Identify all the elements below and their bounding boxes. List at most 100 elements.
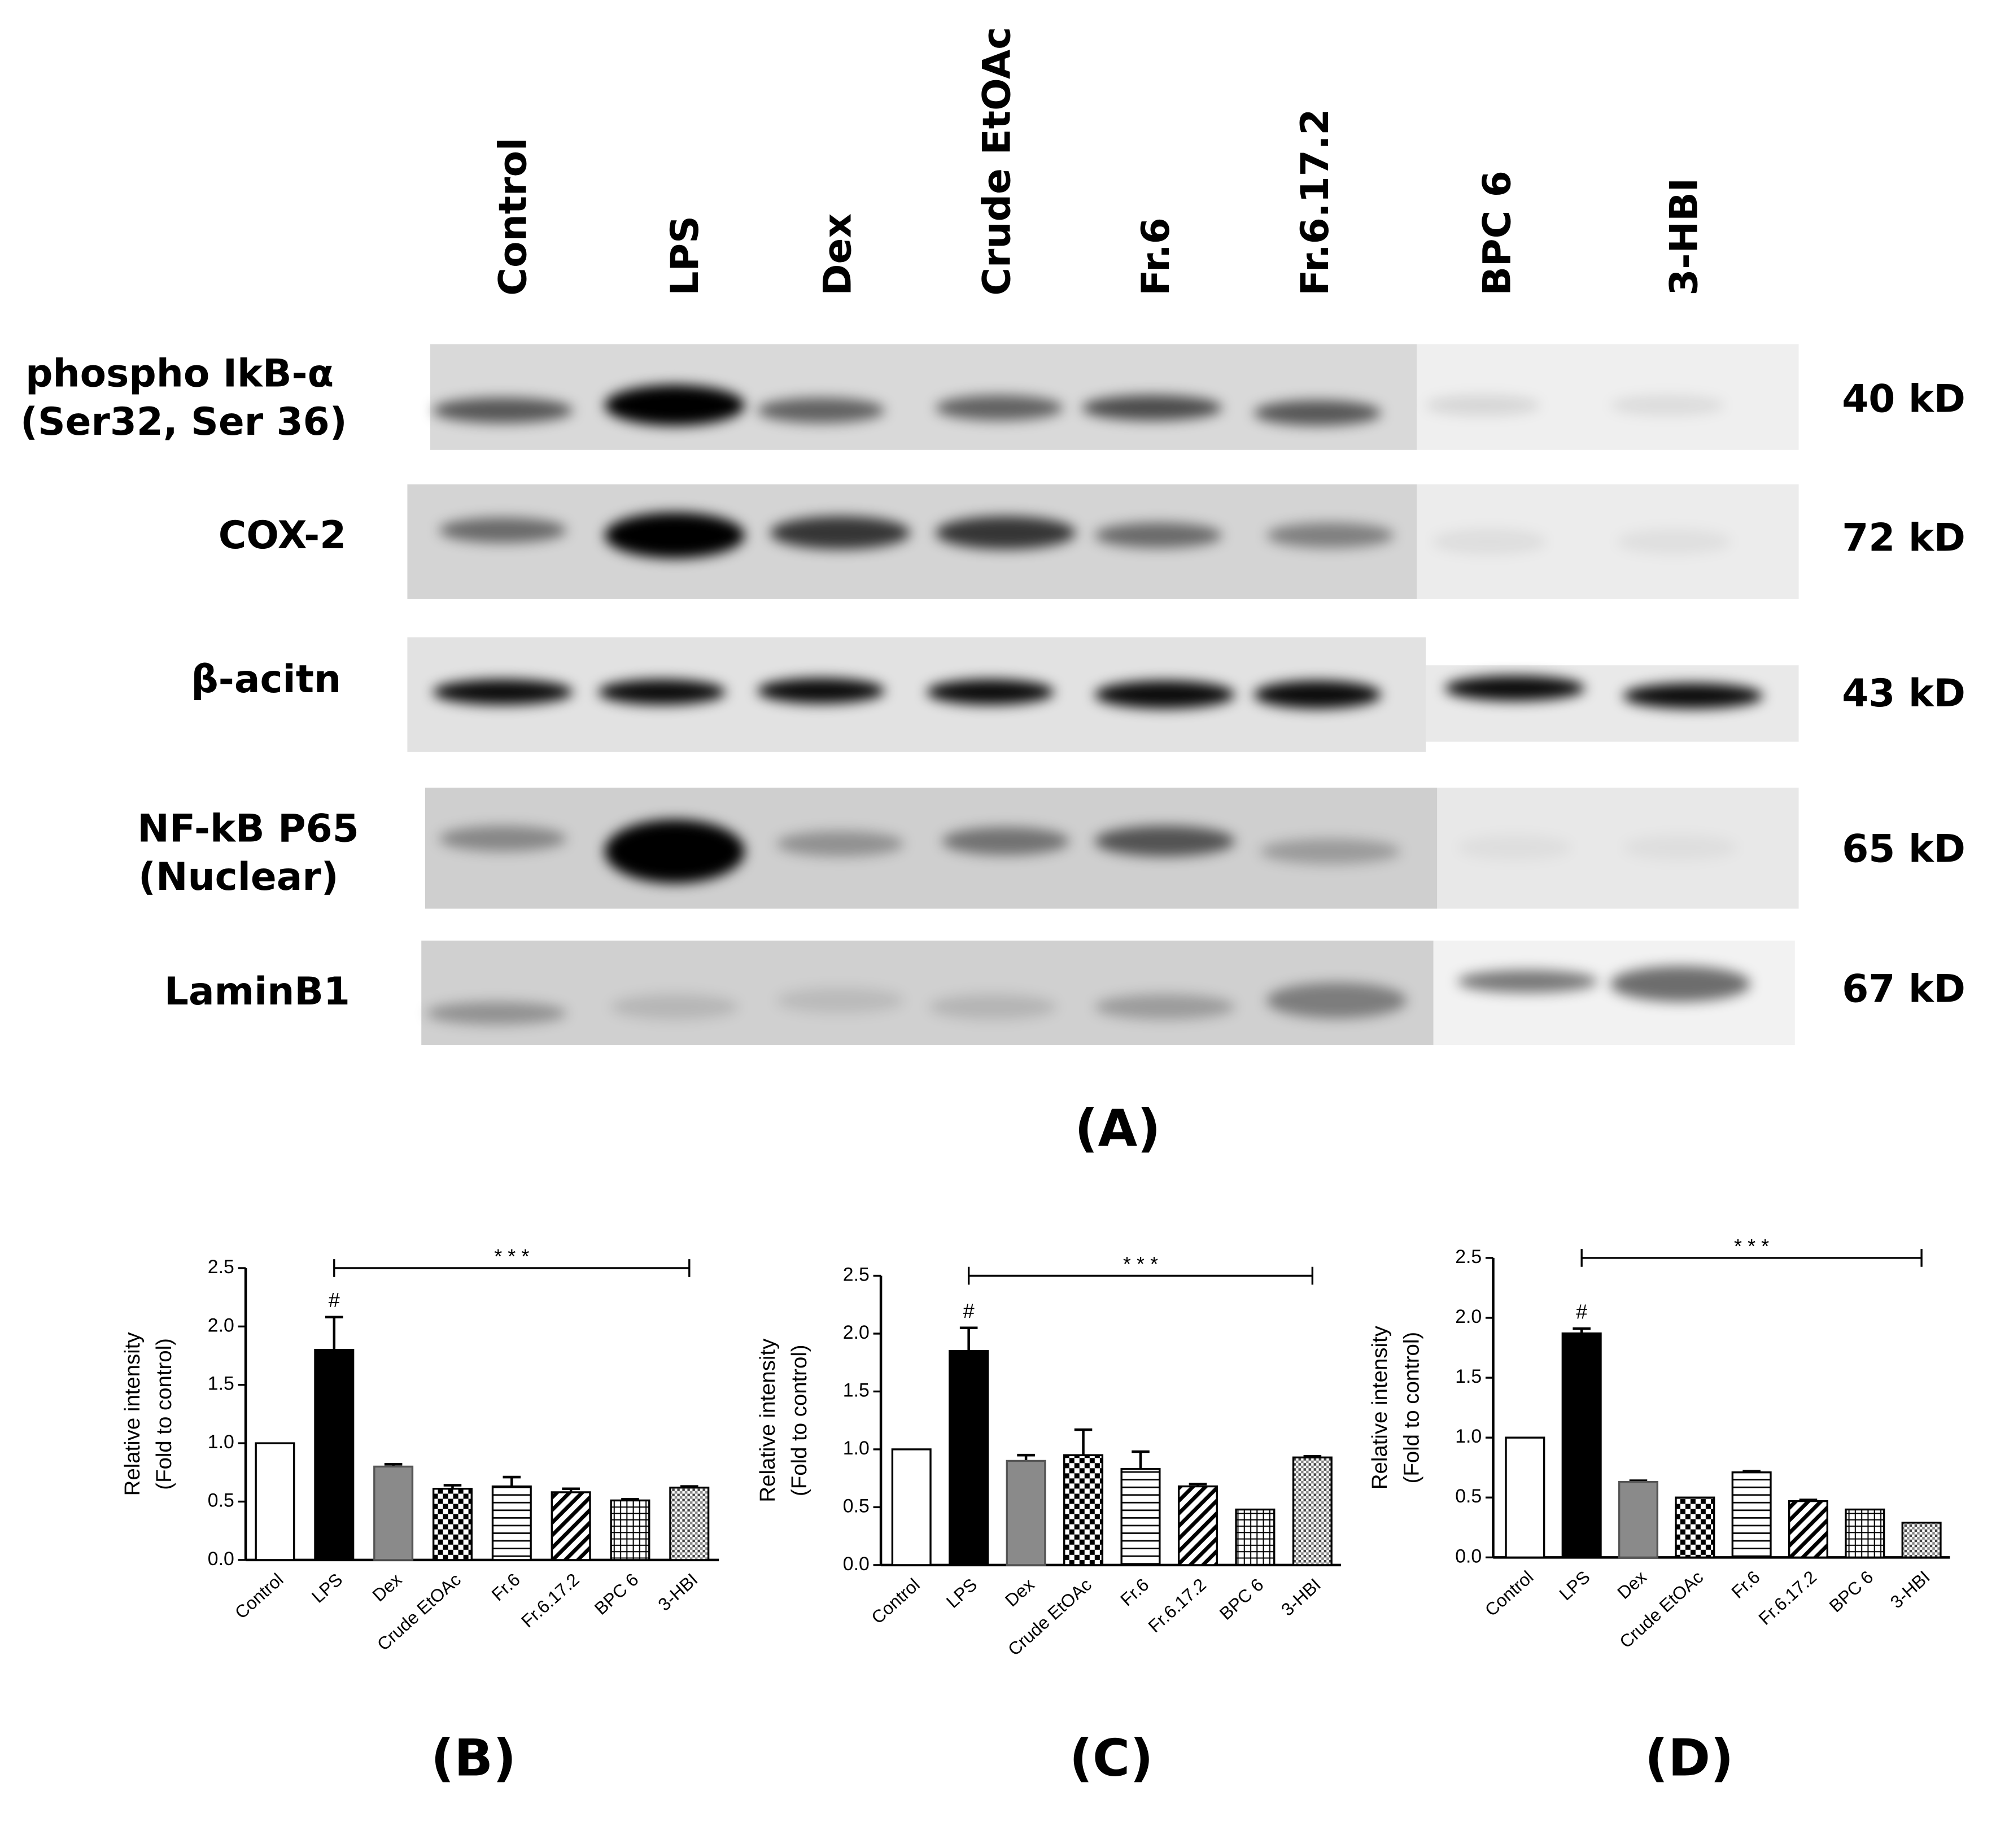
band — [1623, 835, 1738, 860]
panel-label: (B) — [431, 1728, 516, 1788]
bar-chart: 0.0 0.5 1.0 1.5 2.0 2.5 Relative intensity (Fol… — [755, 1252, 1342, 1788]
bar — [669, 1486, 710, 1561]
bar — [1006, 1460, 1046, 1566]
bar — [491, 1485, 532, 1561]
y-tick-label: 2.0 — [208, 1314, 234, 1336]
panel-label: (D) — [1645, 1728, 1733, 1788]
panel-label: (C) — [1069, 1728, 1154, 1788]
x-tick-label: 3-HBI — [654, 1569, 701, 1615]
y-axis-label: Relative intensity — [755, 1338, 780, 1502]
band — [1623, 683, 1763, 709]
band — [1082, 395, 1222, 421]
size-label: 72 kD — [1842, 515, 1966, 560]
band — [929, 994, 1057, 1020]
x-tick-label: Fr.6 — [1116, 1574, 1152, 1610]
size-label: 65 kD — [1842, 826, 1966, 871]
size-label: 67 kD — [1842, 967, 1966, 1011]
row-labels: phospho IkB-α (Ser32, Ser 36) COX-2 β-ac… — [20, 351, 1966, 1158]
x-tick-label: Control — [231, 1569, 287, 1623]
band — [598, 679, 726, 705]
y-tick-label: 2.5 — [1455, 1246, 1482, 1268]
y-axis-label: (Fold to control) — [152, 1338, 176, 1490]
y-tick-label: 1.5 — [208, 1373, 234, 1395]
y-tick-label: 2.0 — [843, 1322, 870, 1343]
bar — [1235, 1508, 1276, 1566]
lane-label: BPC 6 — [1474, 171, 1519, 296]
bar — [1561, 1332, 1602, 1559]
x-tick-label: LPS — [942, 1574, 981, 1612]
band — [1094, 680, 1235, 709]
x-tick-label: 3-HBI — [1277, 1574, 1325, 1620]
lane-labels: Control LPS Dex Crude EtOAc Fr.6 Fr.6.17… — [491, 27, 1706, 296]
bar — [373, 1465, 414, 1561]
band — [1617, 528, 1732, 554]
x-tick-label: Fr.6.17.2 — [1754, 1567, 1820, 1629]
x-tick-label: Control — [1481, 1567, 1538, 1620]
lane-label: Control — [491, 138, 535, 296]
marker-label: # — [1576, 1300, 1587, 1323]
band — [757, 397, 885, 423]
protein-label: LaminB1 — [164, 969, 350, 1013]
x-tick-label: LPS — [308, 1569, 346, 1607]
band — [426, 1002, 567, 1025]
band — [1253, 680, 1382, 709]
y-tick-label: 1.5 — [843, 1379, 870, 1401]
bar — [1177, 1485, 1218, 1566]
y-tick-label: 0.5 — [843, 1495, 870, 1517]
bar — [1845, 1508, 1885, 1559]
x-tick-label: Dex — [368, 1569, 405, 1606]
band — [936, 395, 1063, 421]
membrane — [421, 940, 1434, 1045]
band — [1094, 994, 1235, 1020]
band — [1266, 982, 1407, 1019]
marker-label: # — [329, 1288, 340, 1312]
band — [604, 512, 745, 558]
band — [1260, 838, 1400, 864]
y-tick-label: 2.5 — [843, 1264, 870, 1285]
x-tick-label: BPC 6 — [591, 1569, 643, 1619]
band — [1457, 835, 1573, 860]
bar — [1120, 1468, 1161, 1566]
band — [1253, 400, 1382, 426]
band — [439, 517, 567, 543]
x-tick-label: Fr.6 — [487, 1569, 523, 1605]
y-axis-label: (Fold to control) — [1400, 1332, 1424, 1484]
y-tick-label: 0.5 — [208, 1489, 234, 1511]
bar-chart: 0.0 0.5 1.0 1.5 2.0 2.5 Relative intensity (Fol… — [1368, 1234, 1950, 1788]
band — [1094, 522, 1222, 548]
marker-label: # — [963, 1299, 975, 1322]
x-tick-label: Fr.6.17.2 — [1144, 1574, 1210, 1636]
bar — [255, 1442, 295, 1561]
band — [1610, 965, 1750, 1002]
x-tick-label: Dex — [1001, 1574, 1038, 1611]
lane-label: 3-HBI — [1662, 178, 1706, 296]
y-tick-label: 0.0 — [208, 1548, 234, 1570]
y-tick-label: 2.0 — [1455, 1306, 1482, 1327]
blot-bands — [426, 385, 1763, 1025]
band — [1432, 528, 1547, 554]
band — [611, 994, 739, 1020]
y-tick-label: 0.0 — [843, 1553, 870, 1575]
band — [1426, 395, 1540, 416]
lane-label: Dex — [815, 213, 860, 296]
band — [433, 397, 573, 423]
size-label: 40 kD — [1842, 377, 1966, 421]
band — [757, 678, 885, 704]
band — [776, 988, 904, 1013]
y-tick-label: 1.0 — [1455, 1426, 1482, 1447]
membrane — [407, 484, 1417, 599]
protein-label: phospho IkB-α — [25, 351, 334, 395]
significance-label: * * * — [494, 1244, 529, 1268]
protein-label: (Nuclear) — [138, 854, 339, 899]
bar — [1063, 1454, 1104, 1566]
bar — [432, 1488, 473, 1561]
bar — [610, 1499, 650, 1561]
protein-label: COX-2 — [219, 513, 346, 557]
band — [604, 385, 745, 426]
bar-chart: 0.0 0.5 1.0 1.5 2.0 2.5 Relative intensity (Fol… — [120, 1244, 719, 1788]
blot-membranes — [407, 344, 1799, 1045]
band — [433, 679, 573, 705]
band — [1444, 675, 1585, 701]
band — [1610, 395, 1725, 416]
y-axis-label: Relative intensity — [120, 1332, 145, 1496]
